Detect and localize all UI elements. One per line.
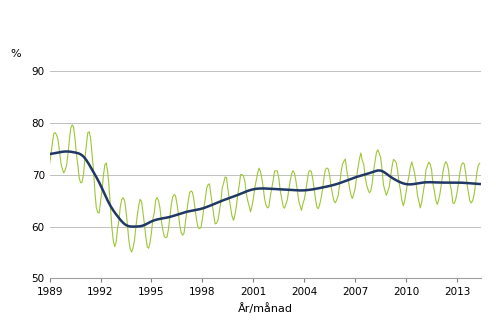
Text: %: % [10,49,20,60]
X-axis label: År/månad: År/månad [238,303,293,314]
